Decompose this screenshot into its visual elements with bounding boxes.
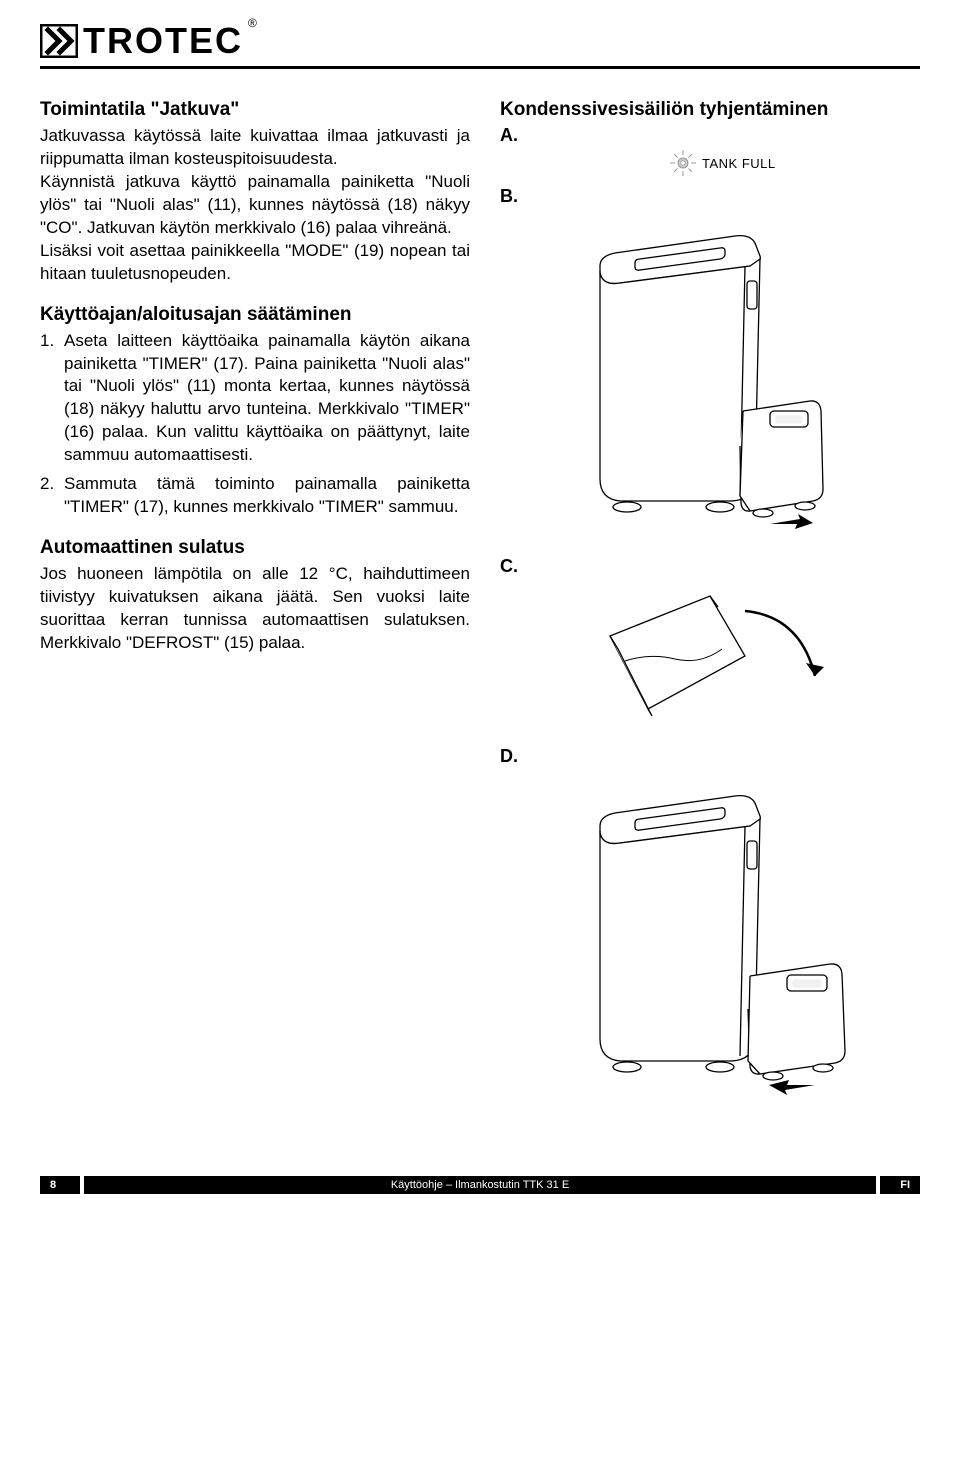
registered-mark: ®: [248, 16, 257, 30]
para-defrost: Jos huoneen lämpötila on alle 12 °C, hai…: [40, 563, 470, 655]
brand-name: TROTEC: [83, 20, 243, 62]
timer-steps: Aseta laitteen käyttöaika painamalla käy…: [40, 330, 470, 520]
para-3: Lisäksi voit asettaa painikkeella "MODE"…: [40, 240, 470, 286]
right-column: Kondenssivesisäiliön tyhjentäminen A. TA…: [500, 99, 920, 1116]
step-d-label: D.: [500, 746, 920, 767]
illustration-d: [500, 771, 920, 1106]
tank-full-indicator: TANK FULL: [670, 150, 776, 176]
illustration-b: [500, 211, 920, 546]
heading-defrost: Automaattinen sulatus: [40, 537, 470, 559]
para-1: Jatkuvassa käytössä laite kuivattaa ilma…: [40, 125, 470, 171]
timer-step-2: Sammuta tämä toiminto painamalla painike…: [40, 473, 470, 519]
brand-logo: TROTEC ®: [40, 20, 920, 69]
heading-mode-continuous: Toimintatila "Jatkuva": [40, 99, 470, 121]
device-drawing-d: [545, 771, 875, 1101]
step-a-label: A.: [500, 125, 920, 146]
footer-title: Käyttöohje – Ilmankostutin TTK 31 E: [84, 1176, 876, 1194]
footer-page-number: 8: [40, 1176, 80, 1194]
tank-full-text: TANK FULL: [702, 156, 776, 171]
step-c-label: C.: [500, 556, 920, 577]
page-header: TROTEC ®: [40, 20, 920, 69]
heading-tank-empty: Kondenssivesisäiliön tyhjentäminen: [500, 99, 920, 121]
para-2: Käynnistä jatkuva käyttö painamalla pain…: [40, 171, 470, 240]
left-column: Toimintatila "Jatkuva" Jatkuvassa käytös…: [40, 99, 470, 1116]
footer-lang: FI: [880, 1176, 920, 1194]
heading-timer: Käyttöajan/aloitusajan säätäminen: [40, 304, 470, 326]
illustration-c: [500, 581, 920, 736]
tank-pour-drawing: [580, 581, 840, 731]
timer-step-1: Aseta laitteen käyttöaika painamalla käy…: [40, 330, 470, 468]
led-icon: [670, 150, 696, 176]
logo-icon: [40, 24, 78, 58]
page-footer: 8 Käyttöohje – Ilmankostutin TTK 31 E FI: [40, 1176, 920, 1194]
step-b-label: B.: [500, 186, 920, 207]
device-drawing-b: [545, 211, 875, 541]
main-content: Toimintatila "Jatkuva" Jatkuvassa käytös…: [40, 99, 920, 1116]
